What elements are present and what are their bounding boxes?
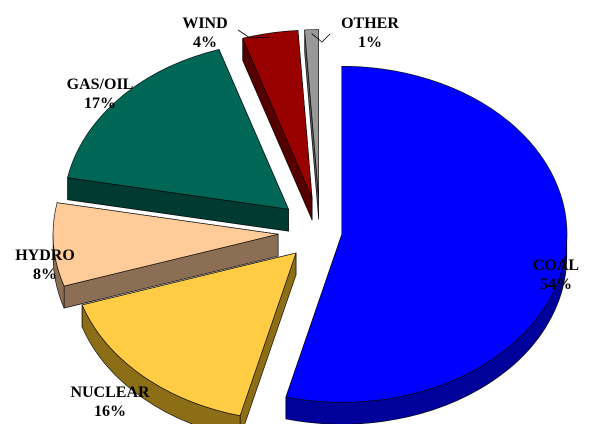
- label-nuclear: NUCLEAR 16%: [50, 383, 170, 421]
- label-wind-percent: 4%: [193, 34, 217, 51]
- slice-nuclear: [81, 252, 297, 417]
- label-gas-oil-percent: 17%: [84, 95, 116, 112]
- slice-wind: [242, 30, 313, 199]
- label-nuclear-percent: 16%: [94, 403, 126, 420]
- leader-line-other: [311, 33, 331, 43]
- label-coal: COAL 54%: [525, 256, 587, 294]
- slice-hydro: [52, 202, 279, 287]
- label-coal-percent: 54%: [540, 276, 572, 293]
- label-gas-oil: GAS/OIL 17%: [50, 75, 150, 113]
- label-wind: WIND 4%: [175, 14, 235, 52]
- label-hydro-percent: 8%: [33, 266, 57, 283]
- label-other-name: OTHER: [341, 15, 399, 32]
- label-coal-name: COAL: [532, 257, 580, 274]
- leader-line-wind: [237, 29, 271, 39]
- label-gas-oil-name: GAS/OIL: [66, 76, 134, 93]
- label-nuclear-name: NUCLEAR: [70, 384, 150, 401]
- slice-coal: [285, 65, 568, 403]
- slice-gas-oil: [67, 49, 289, 210]
- label-hydro: HYDRO 8%: [5, 246, 85, 284]
- label-wind-name: WIND: [182, 15, 228, 32]
- slice-other: [304, 29, 319, 198]
- label-other: OTHER 1%: [330, 14, 410, 52]
- label-hydro-name: HYDRO: [15, 247, 75, 264]
- label-other-percent: 1%: [358, 34, 382, 51]
